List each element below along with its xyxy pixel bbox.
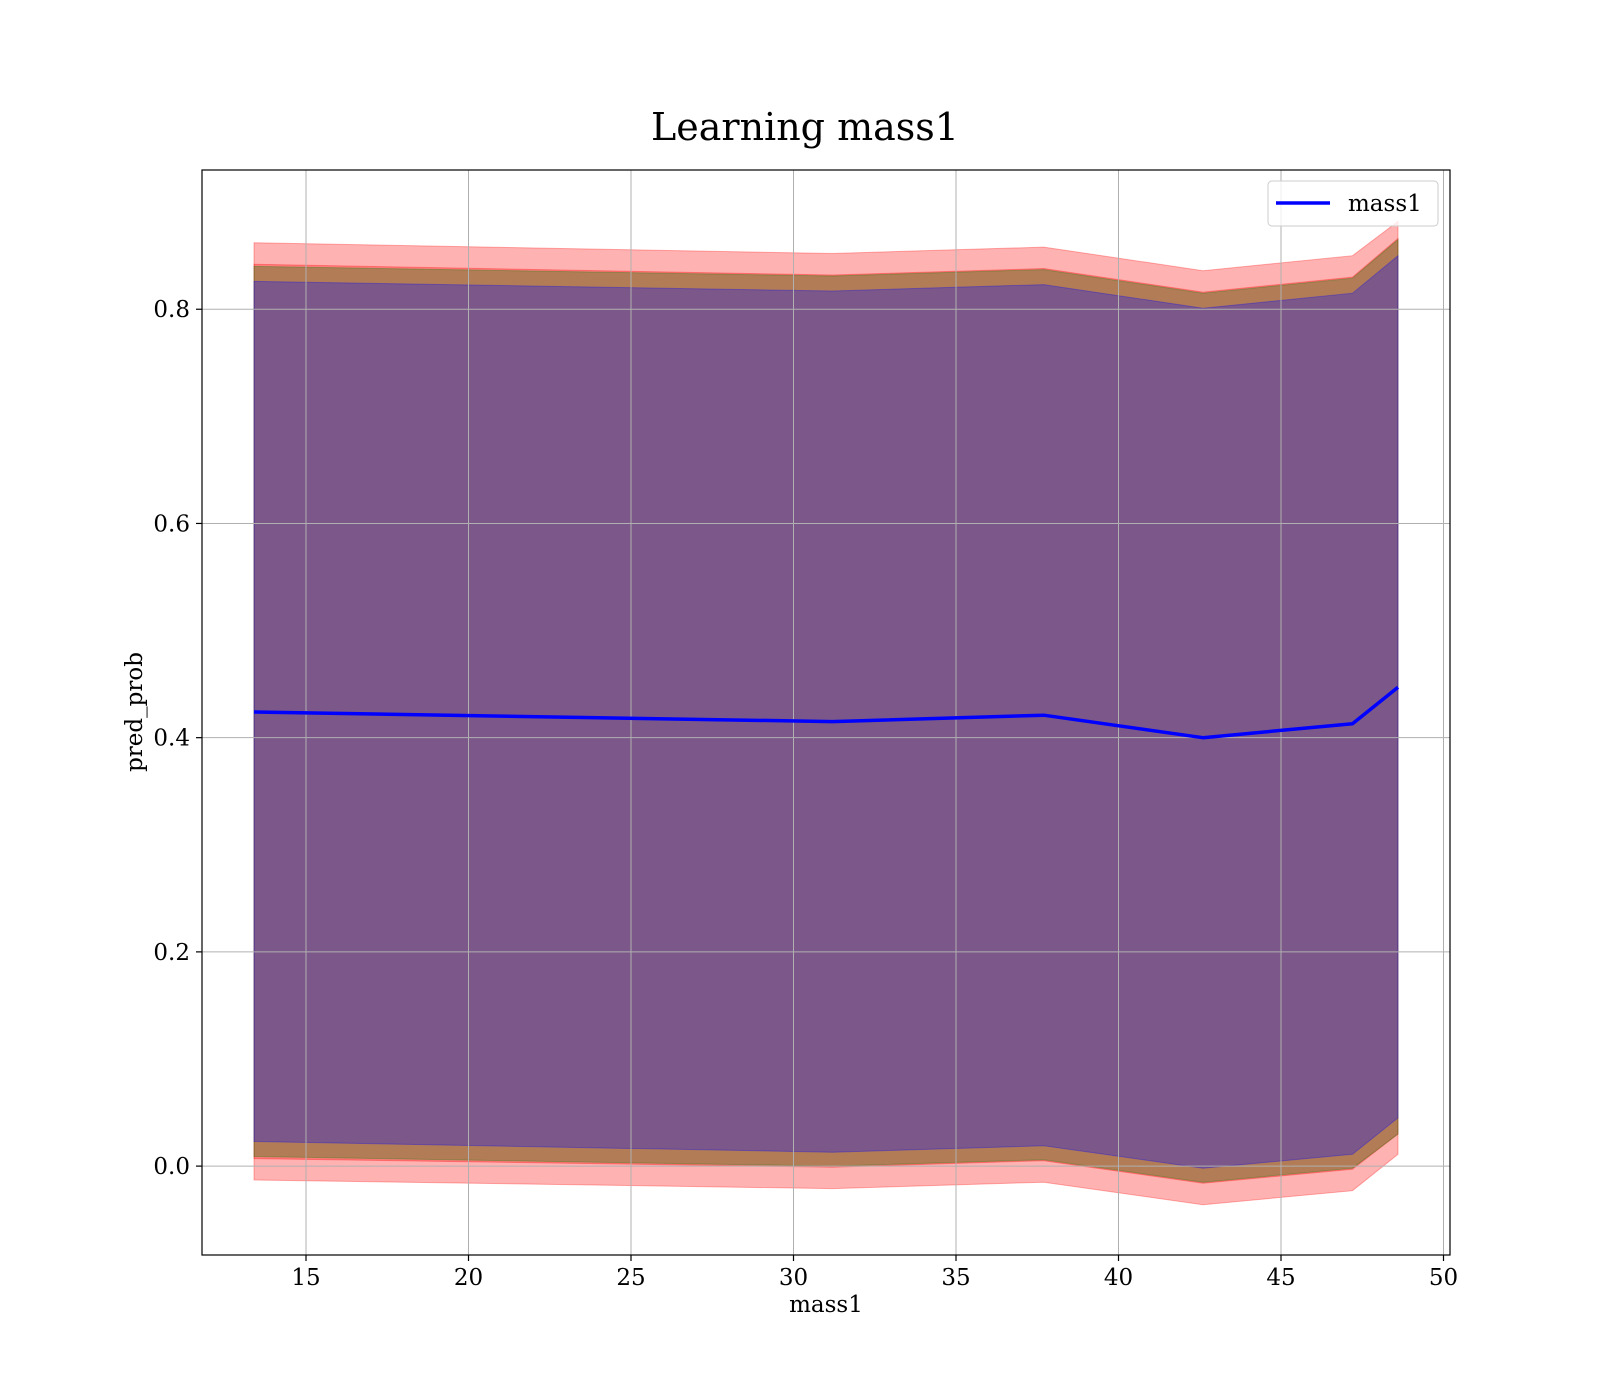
confidence-band-4 [253,254,1399,1169]
y-tick-label: 0.8 [153,297,190,323]
x-tick-label: 25 [616,1265,645,1291]
x-tick-label: 45 [1266,1265,1295,1291]
legend: mass1 [1267,180,1439,227]
legend-entry-mass1: mass1 [1348,191,1422,217]
confidence-band-2 [253,237,1399,1184]
y-tick-label: 0.2 [153,940,190,966]
confidence-band-1 [253,220,1399,1206]
y-tick-label: 0.4 [153,726,190,752]
y-axis-label: pred_prob [122,652,148,772]
y-axis-ticks: 0.0 0.2 0.4 0.6 0.8 [153,297,202,1180]
x-tick-label: 35 [941,1265,970,1291]
x-tick-label: 30 [779,1265,808,1291]
x-tick-label: 50 [1429,1265,1458,1291]
y-tick-label: 0.6 [153,511,190,537]
legend-box [1267,180,1439,227]
series-lines [253,685,1400,740]
chart-title: Learning mass1 [651,105,959,149]
x-tick-label: 20 [454,1265,483,1291]
confidence-bands [253,220,1399,1206]
y-tick-label: 0.0 [153,1154,190,1180]
plot-frame [201,169,1451,1256]
x-axis-label: mass1 [789,1292,863,1318]
grid [202,170,1450,1255]
series-line-mass1 [253,685,1400,740]
x-tick-label: 40 [1104,1265,1133,1291]
x-tick-label: 15 [291,1265,320,1291]
x-axis-ticks: 15 20 25 30 35 40 45 50 [291,1255,1458,1291]
